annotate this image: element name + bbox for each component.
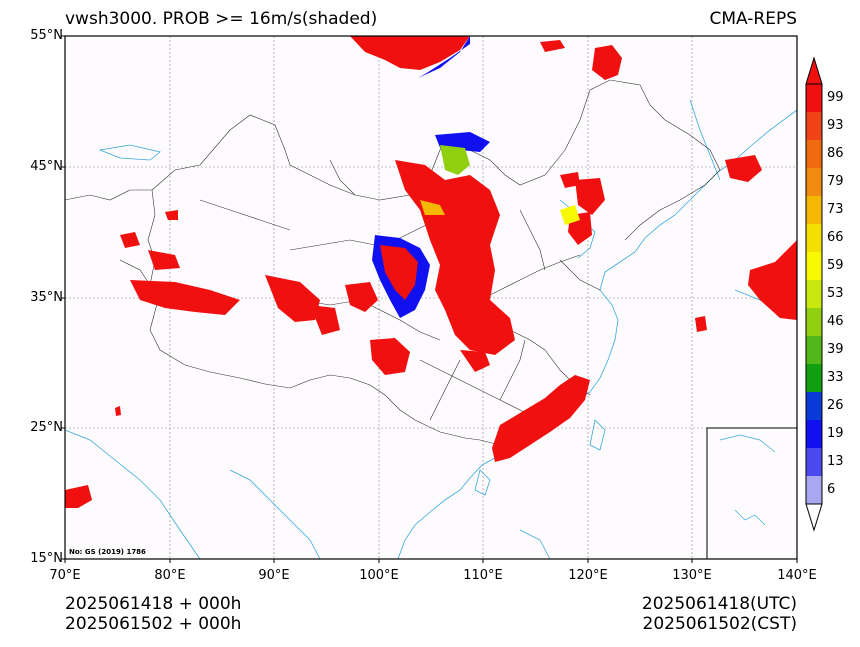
map-review-number: No: GS (2019) 1786 <box>69 548 146 556</box>
colorbar-extend-top <box>805 56 823 85</box>
colorbar-label: 53 <box>827 286 844 301</box>
colorbar-cell <box>806 168 822 196</box>
colorbar-cell <box>806 308 822 336</box>
chart-title: vwsh3000. PROB >= 16m/s(shaded) <box>65 9 378 29</box>
lon-label: 140°E <box>777 568 817 583</box>
colorbar-cell <box>806 448 822 476</box>
colorbar-cell <box>806 252 822 280</box>
model-name: CMA-REPS <box>709 9 797 29</box>
lon-label: 120°E <box>568 568 608 583</box>
colorbar-frame <box>805 83 823 505</box>
colorbar-cell <box>806 224 822 252</box>
colorbar-cell <box>806 112 822 140</box>
colorbar-cell <box>806 84 822 112</box>
colorbar-cell <box>806 280 822 308</box>
colorbar-label: 59 <box>827 258 844 273</box>
valid-time-cst: 2025061502(CST) <box>642 614 797 634</box>
colorbar-label: 99 <box>827 90 844 105</box>
lon-label: 100°E <box>359 568 399 583</box>
colorbar-cell <box>806 364 822 392</box>
colorbar-label: 6 <box>827 482 836 497</box>
colorbar-label: 19 <box>827 426 844 441</box>
colorbar-cell <box>806 140 822 168</box>
colorbar-cell <box>806 420 822 448</box>
lon-label: 110°E <box>463 568 503 583</box>
colorbar-cell <box>806 336 822 364</box>
inset-box <box>706 427 798 560</box>
colorbar-cell <box>806 392 822 420</box>
lat-label: 15°N <box>30 551 63 566</box>
lon-label: 80°E <box>154 568 186 583</box>
colorbar-label: 33 <box>827 370 844 385</box>
colorbar-label: 79 <box>827 174 844 189</box>
colorbar-label: 66 <box>827 230 844 245</box>
colorbar-label: 93 <box>827 118 844 133</box>
colorbar-label: 39 <box>827 342 844 357</box>
colorbar-cell <box>806 476 822 504</box>
probability-shading <box>65 36 797 508</box>
valid-time-utc: 2025061418(UTC) <box>641 594 797 614</box>
lon-label: 90°E <box>258 568 290 583</box>
ticks <box>61 35 798 563</box>
colorbar-extend-bottom <box>805 503 823 532</box>
colorbar-label: 46 <box>827 314 844 329</box>
forecast-time-left: 2025061418 + 000h 2025061502 + 000h <box>65 594 241 634</box>
inset-coastline <box>719 434 776 526</box>
init-time-utc: 2025061418 + 000h <box>65 594 242 614</box>
colorbar <box>805 56 823 532</box>
colorbar-cell <box>806 196 822 224</box>
borders <box>64 79 721 446</box>
lat-label: 25°N <box>30 420 63 435</box>
valid-time-right: 2025061418(UTC) 2025061502(CST) <box>642 594 797 634</box>
lon-label: 130°E <box>672 568 712 583</box>
lat-label: 45°N <box>30 159 63 174</box>
lat-label: 35°N <box>30 290 63 305</box>
lon-label: 70°E <box>49 568 81 583</box>
colorbar-label: 26 <box>827 398 844 413</box>
lat-label: 55°N <box>30 28 63 43</box>
colorbar-label: 86 <box>827 146 844 161</box>
colorbar-label: 73 <box>827 202 844 217</box>
colorbar-label: 13 <box>827 454 844 469</box>
init-time-cst: 2025061502 + 000h <box>65 614 242 634</box>
